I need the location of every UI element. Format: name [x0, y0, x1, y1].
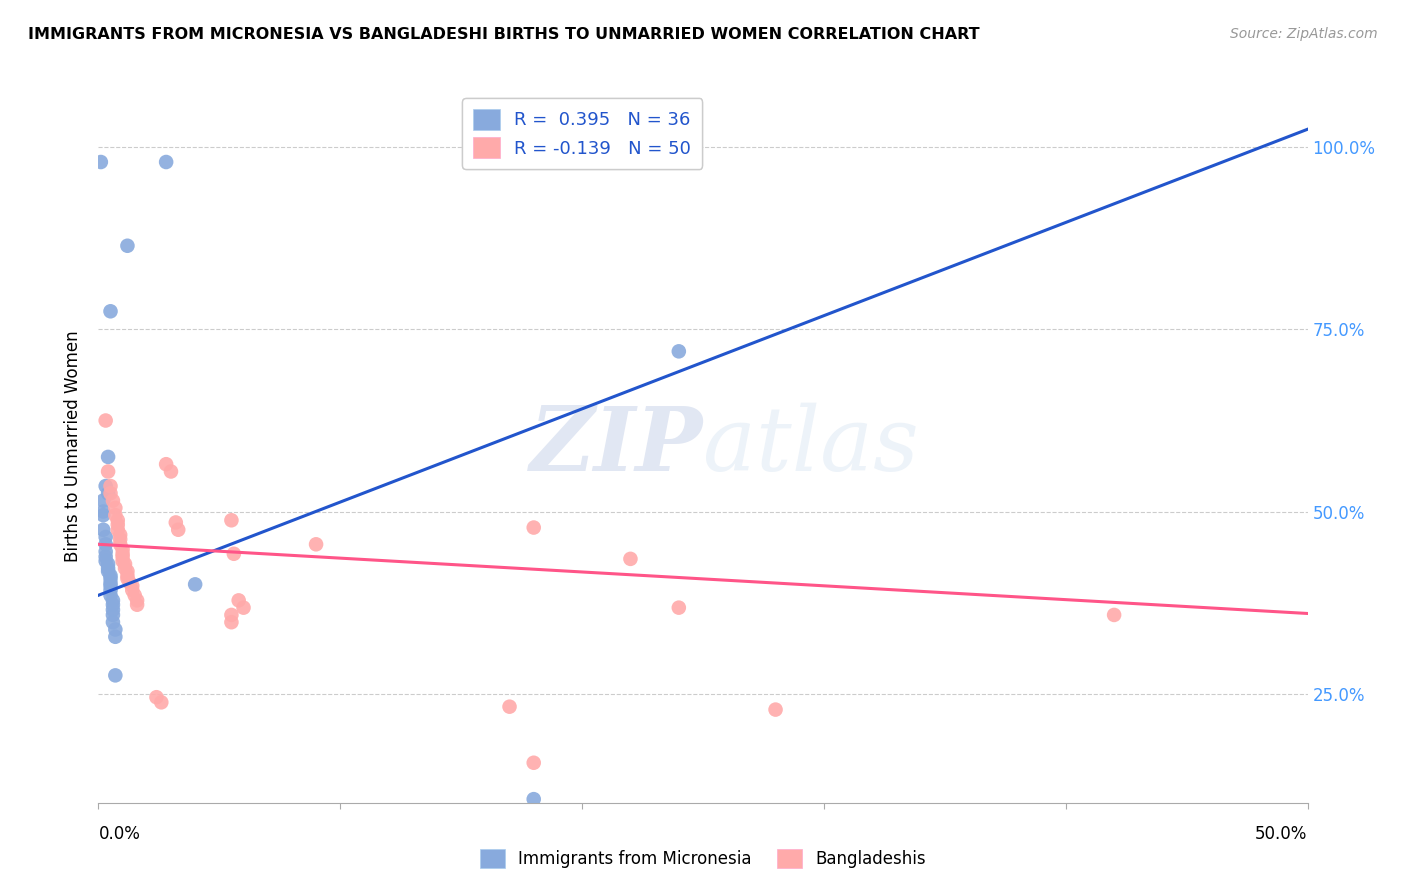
Point: [101, 493, 124, 508]
Point: [121, 583, 143, 598]
Point: [94, 544, 117, 558]
Point: [100, 583, 122, 598]
Point: [114, 557, 136, 571]
Point: [117, 239, 139, 253]
Point: [184, 577, 207, 591]
Point: [108, 537, 131, 551]
Point: [104, 668, 127, 682]
Point: [97, 465, 120, 479]
Point: [121, 579, 143, 593]
Point: [118, 575, 141, 590]
Point: [94, 530, 117, 544]
Point: [100, 486, 122, 500]
Point: [107, 523, 129, 537]
Point: [97, 557, 120, 571]
Point: [222, 547, 245, 561]
Point: [305, 537, 328, 551]
Point: [111, 547, 134, 561]
Point: [117, 564, 139, 578]
Legend: Immigrants from Micronesia, Bangladeshis: Immigrants from Micronesia, Bangladeshis: [474, 842, 932, 875]
Point: [90, 155, 112, 169]
Point: [94, 554, 117, 568]
Point: [127, 598, 149, 612]
Point: [108, 532, 131, 546]
Point: [104, 630, 127, 644]
Point: [94, 549, 117, 564]
Point: [97, 564, 120, 578]
Point: [91, 504, 114, 518]
Point: [101, 615, 124, 630]
Point: [155, 457, 177, 471]
Legend: R =  0.395   N = 36, R = -0.139   N = 50: R = 0.395 N = 36, R = -0.139 N = 50: [463, 98, 702, 169]
Point: [117, 568, 139, 582]
Point: [104, 500, 127, 515]
Point: [668, 600, 690, 615]
Point: [100, 568, 122, 582]
Point: [101, 603, 124, 617]
Point: [232, 600, 254, 615]
Point: [221, 615, 243, 630]
Point: [114, 561, 136, 575]
Text: IMMIGRANTS FROM MICRONESIA VS BANGLADESHI BIRTHS TO UNMARRIED WOMEN CORRELATION : IMMIGRANTS FROM MICRONESIA VS BANGLADESH…: [28, 27, 980, 42]
Text: Source: ZipAtlas.com: Source: ZipAtlas.com: [1230, 27, 1378, 41]
Point: [523, 756, 546, 770]
Point: [124, 588, 146, 602]
Point: [107, 517, 129, 532]
Point: [91, 493, 114, 508]
Text: ZIP: ZIP: [530, 403, 703, 489]
Point: [101, 593, 124, 607]
Point: [94, 537, 117, 551]
Point: [111, 554, 134, 568]
Point: [97, 450, 120, 464]
Text: 0.0%: 0.0%: [98, 825, 141, 843]
Point: [523, 792, 546, 806]
Point: [100, 304, 122, 318]
Point: [111, 542, 134, 557]
Point: [104, 508, 127, 523]
Point: [100, 575, 122, 590]
Point: [107, 513, 129, 527]
Point: [91, 508, 114, 523]
Point: [100, 579, 122, 593]
Point: [101, 607, 124, 622]
Point: [221, 513, 243, 527]
Text: 50.0%: 50.0%: [1256, 825, 1308, 843]
Point: [91, 523, 114, 537]
Point: [765, 703, 787, 717]
Point: [150, 695, 173, 709]
Y-axis label: Births to Unmarried Women: Births to Unmarried Women: [65, 330, 83, 562]
Point: [155, 155, 177, 169]
Point: [94, 479, 117, 493]
Point: [228, 593, 250, 607]
Point: [523, 520, 546, 534]
Point: [160, 465, 183, 479]
Point: [104, 623, 127, 637]
Point: [127, 593, 149, 607]
Point: [221, 607, 243, 622]
Point: [100, 588, 122, 602]
Point: [101, 598, 124, 612]
Point: [117, 572, 139, 586]
Point: [94, 413, 117, 427]
Point: [1102, 607, 1125, 622]
Point: [100, 479, 122, 493]
Point: [111, 549, 134, 564]
Point: [668, 344, 690, 359]
Point: [145, 690, 167, 705]
Point: [619, 552, 641, 566]
Text: atlas: atlas: [703, 402, 918, 490]
Point: [165, 516, 187, 530]
Point: [100, 572, 122, 586]
Point: [97, 561, 120, 575]
Point: [97, 486, 120, 500]
Point: [108, 528, 131, 542]
Point: [498, 699, 520, 714]
Point: [167, 523, 190, 537]
